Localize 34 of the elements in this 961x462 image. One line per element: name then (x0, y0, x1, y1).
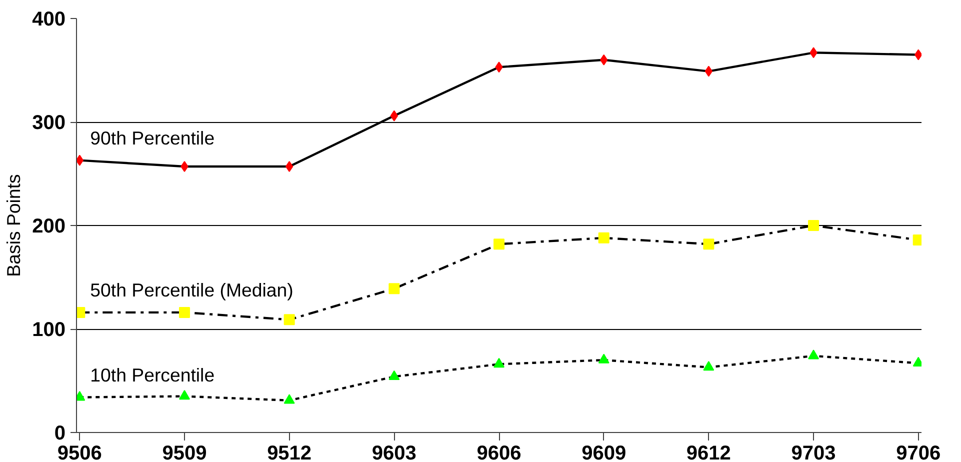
x-tick-label: 9603 (372, 442, 416, 462)
x-tick-label: 9506 (57, 442, 102, 462)
y-tick-label: 0 (54, 422, 66, 444)
point (494, 238, 504, 250)
point (178, 390, 190, 400)
y-axis-title: Basis Points (3, 174, 24, 277)
point (388, 283, 400, 294)
series-label: 90th Percentile (90, 127, 215, 148)
point (284, 314, 295, 326)
point (598, 232, 610, 244)
point (703, 238, 714, 250)
point (704, 66, 713, 77)
x-tick-label: 9703 (791, 442, 836, 462)
y-tick-label: 200 (32, 216, 66, 238)
point (284, 394, 295, 404)
x-tick-label: 9706 (896, 442, 941, 462)
x-tick-label: 9509 (162, 442, 207, 462)
point (808, 350, 820, 360)
point (285, 161, 294, 172)
point (703, 361, 714, 371)
series-label: 10th Percentile (90, 364, 215, 386)
point (494, 358, 504, 368)
point (388, 370, 400, 380)
x-tick-label: 9612 (686, 442, 731, 462)
y-tick-label: 400 (32, 8, 66, 30)
x-tick-label: 9512 (267, 442, 312, 462)
y-tick-label: 300 (32, 112, 66, 134)
x-tick-label: 9609 (582, 442, 626, 462)
point (178, 306, 190, 318)
point (808, 220, 820, 231)
series-label: 50th Percentile (Median) (90, 279, 294, 300)
y-tick-label: 100 (32, 319, 66, 341)
x-tick-label: 9606 (476, 442, 522, 462)
point (598, 354, 610, 364)
